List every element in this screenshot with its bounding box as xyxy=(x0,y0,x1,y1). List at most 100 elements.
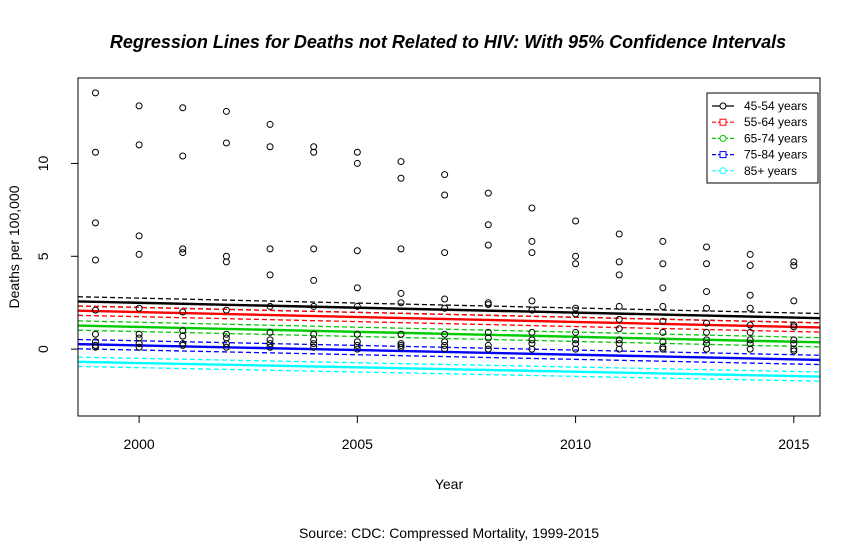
data-point xyxy=(703,319,711,327)
data-point xyxy=(266,245,274,253)
y-tick-label: 0 xyxy=(35,345,51,353)
data-point xyxy=(397,289,405,297)
data-point xyxy=(397,330,405,338)
data-point xyxy=(179,340,187,348)
regression-line-0 xyxy=(77,300,821,320)
data-point xyxy=(703,345,711,353)
data-point xyxy=(659,345,667,353)
data-point xyxy=(746,328,754,336)
data-point xyxy=(703,243,711,251)
data-point xyxy=(222,139,230,147)
data-point xyxy=(441,249,449,257)
data-point xyxy=(528,336,536,344)
data-point xyxy=(266,340,274,348)
legend: 45-54 years 55-64 years 65-74 years 75-84 y… xyxy=(706,92,819,184)
data-point xyxy=(528,297,536,305)
data-point xyxy=(528,306,536,314)
data-point xyxy=(528,249,536,257)
ci-band-lower-4 xyxy=(77,365,821,382)
data-point xyxy=(135,340,143,348)
data-point xyxy=(353,341,361,349)
x-tick-label: 2015 xyxy=(778,436,809,452)
data-point xyxy=(91,330,99,338)
y-axis: 0 5 10 xyxy=(35,155,79,353)
regression-line-4 xyxy=(77,360,821,378)
data-point xyxy=(441,295,449,303)
ci-band-upper-4 xyxy=(77,356,821,373)
data-point xyxy=(790,321,798,329)
legend-label-3: 75-84 years xyxy=(744,148,807,162)
data-point xyxy=(703,304,711,312)
data-point xyxy=(790,323,798,331)
data-point xyxy=(572,252,580,260)
legend-marker-3 xyxy=(719,151,727,159)
data-point xyxy=(91,256,99,264)
data-point xyxy=(135,343,143,351)
data-point xyxy=(572,345,580,353)
data-point xyxy=(310,340,318,348)
data-point xyxy=(397,174,405,182)
data-point xyxy=(746,250,754,258)
data-point xyxy=(135,250,143,258)
chart-title: Regression Lines for Deaths not Related … xyxy=(110,32,786,52)
data-point xyxy=(179,104,187,112)
ci-band-upper-2 xyxy=(77,320,821,339)
data-point xyxy=(266,343,274,351)
legend-label-2: 65-74 years xyxy=(744,131,807,145)
data-point xyxy=(135,102,143,110)
data-point xyxy=(615,230,623,238)
data-point xyxy=(441,345,449,353)
data-point xyxy=(615,271,623,279)
data-point xyxy=(484,221,492,229)
data-point xyxy=(179,308,187,316)
data-point xyxy=(615,302,623,310)
data-point xyxy=(484,301,492,309)
data-point xyxy=(179,245,187,253)
data-point xyxy=(441,191,449,199)
data-point xyxy=(266,120,274,128)
legend-marker-1 xyxy=(719,118,727,126)
x-axis-label: Year xyxy=(435,476,464,492)
plot-area xyxy=(77,89,821,382)
data-point xyxy=(135,330,143,338)
data-point xyxy=(659,317,667,325)
data-point xyxy=(659,302,667,310)
data-point xyxy=(266,143,274,151)
data-point xyxy=(572,217,580,225)
y-tick-label: 5 xyxy=(35,252,51,260)
data-point xyxy=(572,328,580,336)
data-point xyxy=(353,159,361,167)
regression-line-1 xyxy=(77,309,821,329)
data-point xyxy=(615,336,623,344)
data-point xyxy=(353,345,361,353)
data-point xyxy=(790,297,798,305)
y-tick-label: 10 xyxy=(35,155,51,171)
data-point xyxy=(91,343,99,351)
ci-band-upper-0 xyxy=(77,296,821,315)
data-point xyxy=(528,328,536,336)
data-point xyxy=(484,334,492,342)
data-point xyxy=(397,341,405,349)
legend-label-4: 85+ years xyxy=(744,164,797,178)
x-tick-label: 2000 xyxy=(124,436,155,452)
data-point xyxy=(310,148,318,156)
data-point xyxy=(484,345,492,353)
ci-band-upper-3 xyxy=(77,338,821,356)
data-point xyxy=(746,345,754,353)
data-point xyxy=(266,328,274,336)
data-point xyxy=(790,347,798,355)
data-point xyxy=(179,152,187,160)
data-point xyxy=(615,345,623,353)
data-point xyxy=(615,258,623,266)
data-point xyxy=(659,260,667,268)
data-point xyxy=(397,158,405,166)
data-point xyxy=(310,276,318,284)
data-point xyxy=(790,262,798,270)
ci-band-lower-3 xyxy=(77,348,821,366)
data-point xyxy=(441,304,449,312)
data-point xyxy=(135,304,143,312)
x-tick-label: 2005 xyxy=(342,436,373,452)
data-point xyxy=(135,232,143,240)
data-point xyxy=(353,247,361,255)
data-point xyxy=(135,141,143,149)
